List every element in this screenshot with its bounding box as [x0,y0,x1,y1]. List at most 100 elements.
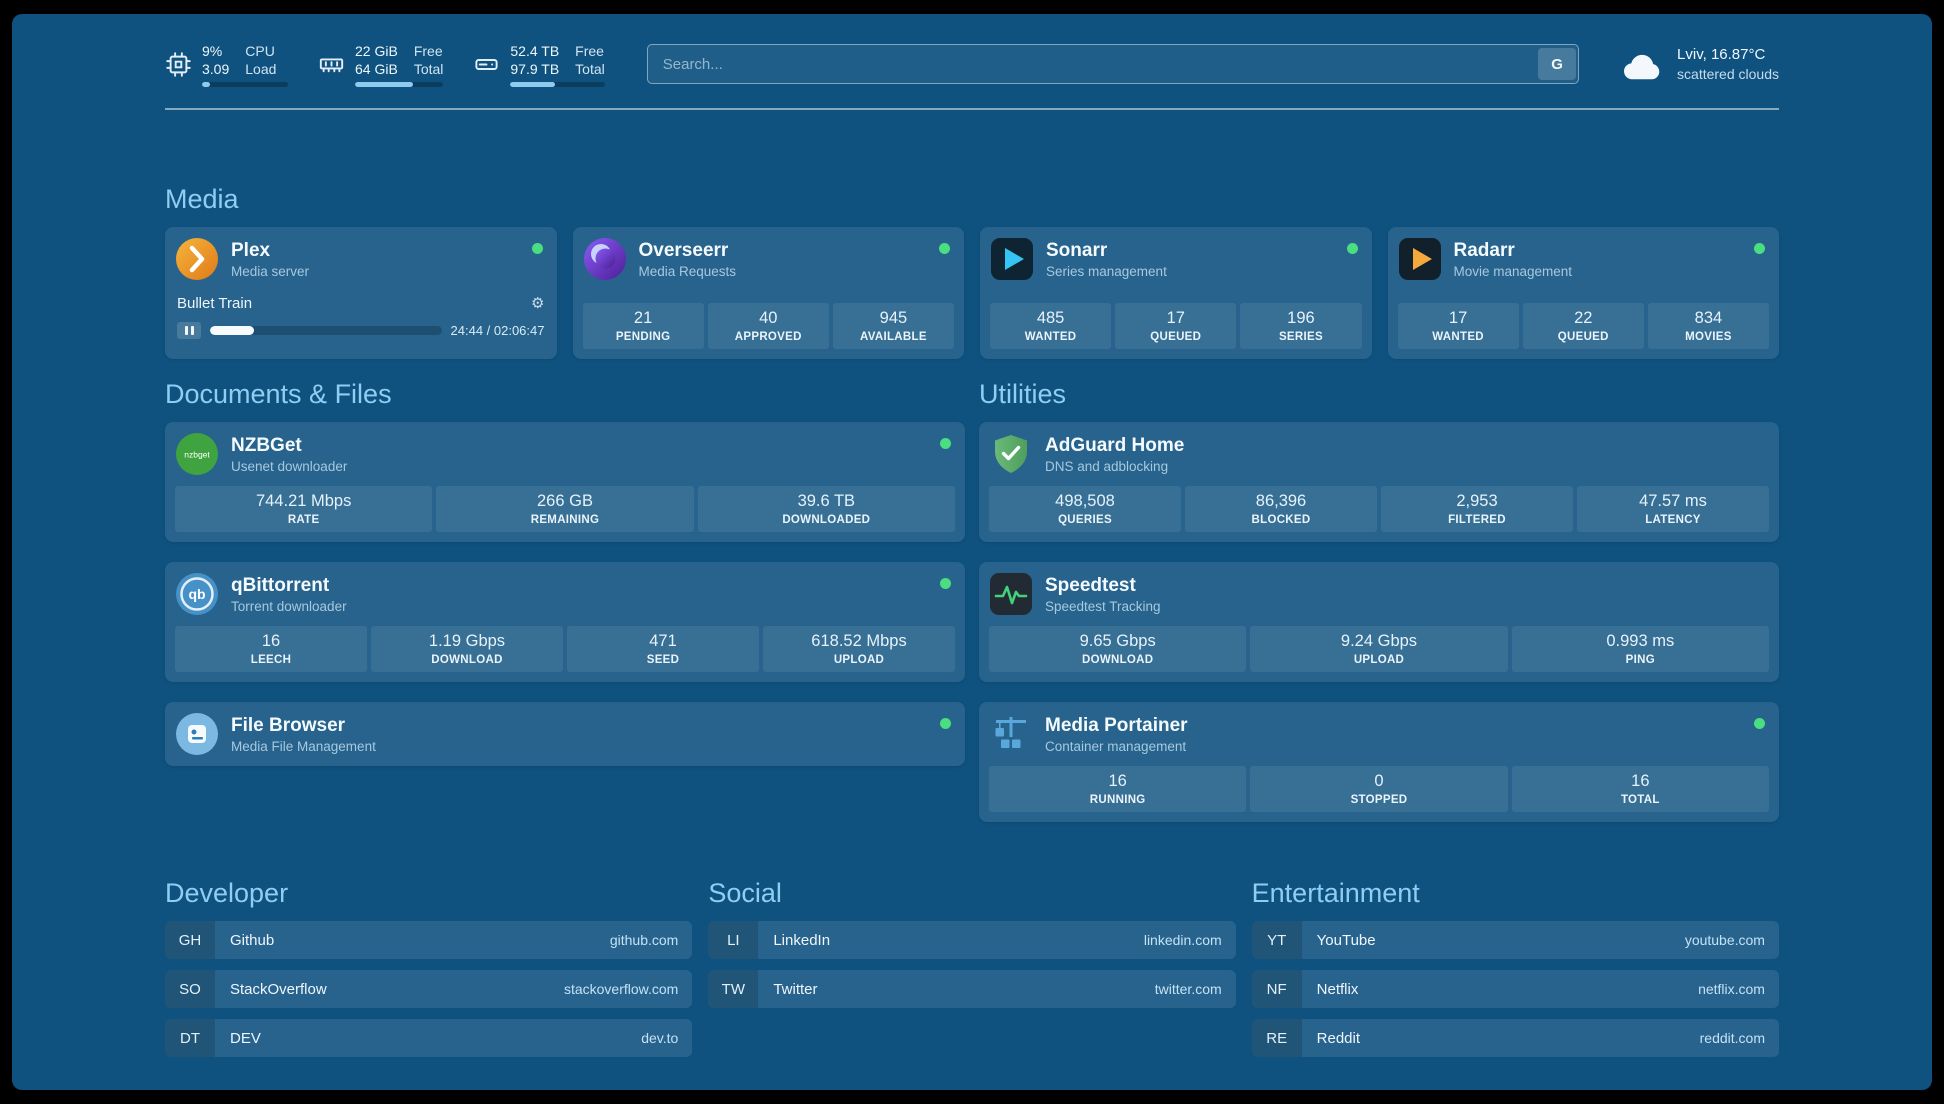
cpu-widget: 9% 3.09 CPU Load [165,42,288,87]
filebrowser-icon [175,712,219,756]
bookmark-url: stackoverflow.com [563,981,679,997]
bookmark-linkedin[interactable]: LI LinkedIn linkedin.com [708,921,1236,959]
stat-seed: 471 SEED [567,626,759,672]
service-card-portainer[interactable]: Media Portainer Container management 16 … [979,702,1779,822]
service-subtitle: Movie management [1453,263,1573,279]
service-subtitle: Media File Management [231,738,376,754]
weather-widget: Lviv, 16.87°C scattered clouds [1621,45,1779,83]
service-title: Plex [231,239,271,261]
disk-free-label: Free [575,42,604,59]
bookmark-abbr: DT [165,1019,215,1057]
stat-approved: 40 APPROVED [707,303,829,349]
bookmark-name: Netflix [1316,980,1359,998]
service-title: Radarr [1453,239,1515,261]
status-dot [940,578,951,589]
service-card-plex[interactable]: Plex Media server Bullet Train ⚙ [165,227,557,359]
speedtest-pulse-icon [989,572,1033,616]
status-dot [939,243,950,254]
ram-total-label: Total [413,60,444,77]
pause-icon[interactable] [177,322,201,339]
service-subtitle: Media Requests [638,263,737,279]
service-card-adguard[interactable]: AdGuard Home DNS and adblocking 498,508 … [979,422,1779,542]
service-card-radarr[interactable]: Radarr Movie management 17 WANTED 22 QUE… [1387,227,1779,359]
bookmark-name: DEV [230,1029,261,1047]
bookmark-group-social: Social LI LinkedIn linkedin.com TW Twitt… [708,878,1236,1068]
ram-free-label: Free [413,42,443,59]
cpu-chip-icon [165,51,192,78]
stat-queued: 22 QUEUED [1522,303,1644,349]
section-title-social: Social [708,878,782,908]
cpu-load-label: Load [245,60,277,77]
plex-now-playing: Bullet Train ⚙ 24:44 / 02:06:47 [175,285,547,349]
bookmark-url: youtube.com [1684,932,1765,948]
nzbget-icon: nzbget [175,432,219,476]
section-media: Media Plex Media server [165,184,1779,359]
status-dot [1346,243,1358,254]
bookmark-abbr: TW [708,970,759,1008]
bookmark-youtube[interactable]: YT YouTube youtube.com [1251,921,1779,959]
service-title: NZBGet [231,434,302,456]
stat-wanted: 17 WANTED [1397,303,1519,349]
disk-widget: 52.4 TB 97.9 TB Free Total [473,42,605,87]
stat-downloaded: 39.6 TB DOWNLOADED [697,486,955,532]
bookmark-github[interactable]: GH Github github.com [165,921,693,959]
stat-upload: 618.52 Mbps UPLOAD [763,626,955,672]
bookmark-netflix[interactable]: NF Netflix netflix.com [1251,970,1779,1008]
bookmark-abbr: GH [165,921,215,959]
stat-movies: 834 MOVIES [1647,303,1770,349]
stat-filtered: 2,953 FILTERED [1381,486,1573,532]
svg-text:qb: qb [188,586,205,602]
service-card-speedtest[interactable]: Speedtest Speedtest Tracking 9.65 Gbps D… [979,562,1779,682]
stat-download: 9.65 Gbps DOWNLOAD [989,626,1247,672]
disk-total-label: Total [575,60,605,77]
stat-rate: 744.21 Mbps RATE [175,486,433,532]
cpu-usage-label: CPU [245,42,275,59]
stat-queries: 498,508 QUERIES [989,486,1181,532]
bookmark-url: dev.to [641,1030,679,1046]
service-card-filebrowser[interactable]: File Browser Media File Management [165,702,965,766]
search-bar[interactable]: G [646,44,1580,84]
service-subtitle: DNS and adblocking [1045,458,1169,474]
bookmark-abbr: YT [1251,921,1302,959]
stat-pending: 21 PENDING [582,303,704,349]
now-playing-title: Bullet Train [177,295,253,312]
bookmark-stackoverflow[interactable]: SO StackOverflow stackoverflow.com [165,970,693,1008]
stat-remaining: 266 GB REMAINING [436,486,694,532]
search-provider-button[interactable]: G [1538,48,1577,80]
bookmark-abbr: LI [708,921,759,959]
stat-ping: 0.993 ms PING [1511,626,1769,672]
ram-total-value: 64 GiB [355,60,398,77]
service-card-overseerr[interactable]: Overseerr Media Requests 21 PENDING 40 A… [572,227,964,359]
bookmark-reddit[interactable]: RE Reddit reddit.com [1251,1019,1779,1057]
bookmark-name: Github [230,931,275,949]
bookmark-name: StackOverflow [230,980,327,998]
service-subtitle: Speedtest Tracking [1045,598,1161,614]
bookmark-dev[interactable]: DT DEV dev.to [165,1019,693,1057]
service-title: Speedtest [1045,574,1136,596]
section-utilities: Utilities AdGuard Home DNS and adblockin… [979,379,1779,822]
ram-free-value: 22 GiB [355,42,398,59]
bookmark-name: YouTube [1316,931,1376,949]
bookmark-url: netflix.com [1698,981,1765,997]
playback-progress-bar[interactable] [210,326,442,335]
stat-upload: 9.24 Gbps UPLOAD [1250,626,1508,672]
ram-progress-bar [355,81,444,87]
service-title: qBittorrent [231,574,330,596]
service-card-qbittorrent[interactable]: qb qBittorrent Torrent downloader 16 [165,562,965,682]
service-card-nzbget[interactable]: nzbget NZBGet Usenet downloader 744.21 M… [165,422,965,542]
ram-memory-icon [318,51,345,78]
topbar: 9% 3.09 CPU Load [165,36,1779,92]
service-card-sonarr[interactable]: Sonarr Series management 485 WANTED 17 Q… [980,227,1372,359]
service-title: AdGuard Home [1045,434,1185,456]
stat-available: 945 AVAILABLE [832,303,955,349]
bookmark-abbr: SO [165,970,215,1008]
status-dot [531,243,543,254]
cpu-progress-bar [202,81,288,87]
section-documents: Documents & Files nzbget NZBGet Usenet d… [165,379,965,766]
gear-icon[interactable]: ⚙ [531,295,545,312]
service-subtitle: Media server [231,263,310,279]
search-input[interactable] [649,55,1539,73]
service-subtitle: Torrent downloader [231,598,347,614]
bookmark-twitter[interactable]: TW Twitter twitter.com [708,970,1236,1008]
dashboard-panel: 9% 3.09 CPU Load [12,14,1932,1090]
